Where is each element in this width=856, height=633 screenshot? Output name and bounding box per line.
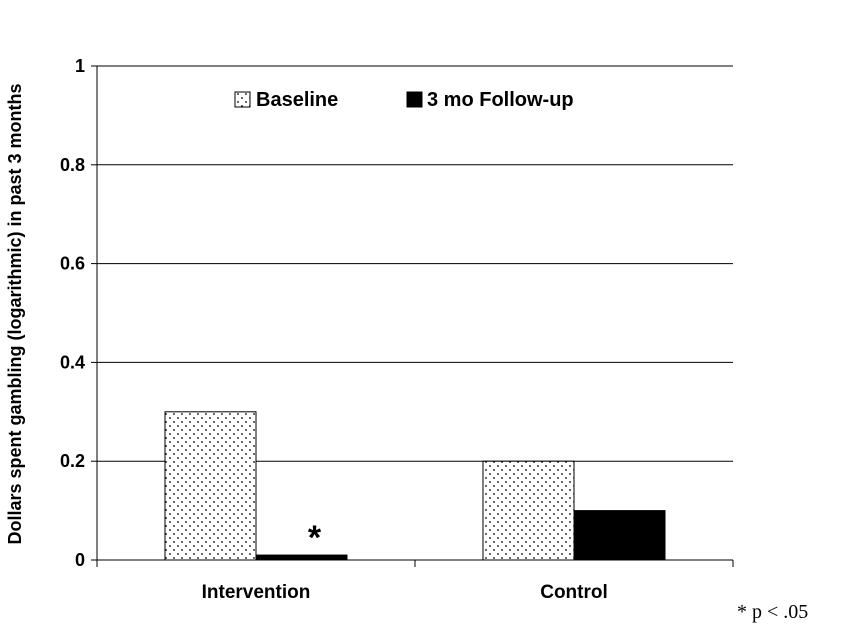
- axes: [91, 65, 734, 567]
- bars: [164, 411, 666, 561]
- gridlines: [97, 65, 733, 462]
- y-tick-label: 0.6: [60, 254, 85, 274]
- y-tick-label: 1: [75, 56, 85, 76]
- bar-intervention-baseline: [164, 411, 257, 561]
- legend-swatch-baseline: [234, 91, 251, 108]
- y-tick-label: 0.2: [60, 451, 85, 471]
- y-tick-labels: 0 0.2 0.4 0.6 0.8 1: [60, 56, 85, 570]
- y-tick-label: 0.4: [60, 352, 85, 372]
- bar-control-followup: [573, 510, 666, 561]
- y-tick-label: 0.8: [60, 155, 85, 175]
- significance-asterisk: *: [308, 519, 322, 557]
- legend-label-followup: 3 mo Follow-up: [427, 89, 574, 111]
- y-tick-label: 0: [75, 550, 85, 570]
- bar-intervention-followup: [255, 554, 348, 561]
- legend-label-baseline: Baseline: [256, 89, 338, 111]
- legend-swatch-followup: [406, 91, 423, 108]
- significance-footnote: * p < .05: [737, 601, 808, 623]
- bar-control-baseline: [482, 460, 575, 561]
- legend: Baseline 3 mo Follow-up: [234, 89, 574, 111]
- y-axis-label: Dollars spent gambling (logarithmic) in …: [5, 83, 25, 544]
- category-label: Intervention: [202, 582, 311, 603]
- category-labels: Intervention Control: [202, 582, 608, 603]
- category-label: Control: [540, 582, 608, 603]
